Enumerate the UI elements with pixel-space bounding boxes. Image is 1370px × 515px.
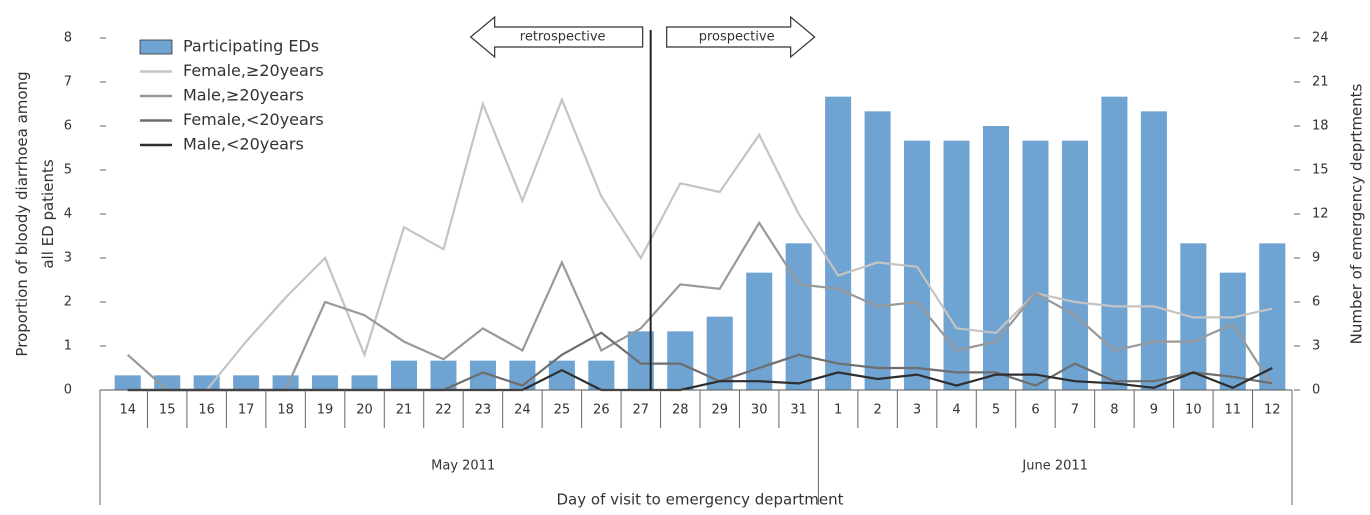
bar (1259, 243, 1286, 390)
bar (272, 375, 299, 390)
x-tick-label: 28 (672, 403, 689, 418)
bar (312, 375, 339, 390)
bar (746, 272, 773, 390)
x-tick-label: 23 (475, 403, 492, 418)
bar (982, 126, 1010, 390)
x-group-label: June 2011 (1021, 459, 1088, 474)
y2-tick-label: 15 (1312, 163, 1329, 178)
y-tick-label: 1 (64, 339, 72, 354)
legend-label: Male,≥20years (183, 86, 304, 105)
y-title: Proportion of bloody diarrhoea among all … (13, 71, 57, 356)
legend-label: Participating EDs (183, 37, 319, 56)
y-tick-label: 3 (64, 251, 72, 266)
x-tick-label: 25 (554, 403, 571, 418)
x-tick-label: 15 (159, 403, 176, 418)
bar (233, 375, 260, 390)
bar (1219, 272, 1246, 390)
x-tick-label: 18 (277, 403, 294, 418)
bar (1022, 140, 1049, 390)
y2-tick-label: 0 (1312, 383, 1320, 398)
line-series (126, 220, 1274, 392)
x-tick-label: 20 (356, 403, 373, 418)
x-tick-label: 3 (913, 403, 921, 418)
x-tick-label: 4 (952, 403, 960, 418)
legend-label: Female,≥20years (183, 61, 324, 80)
arrow-right (666, 15, 816, 59)
bar (1140, 111, 1167, 390)
y2-tick-label: 9 (1312, 251, 1320, 266)
x-tick-label: 8 (1110, 403, 1118, 418)
x-tick-label: 11 (1225, 403, 1242, 418)
bar (627, 331, 654, 390)
bar (114, 375, 141, 390)
x-tick-label: 10 (1185, 403, 1202, 418)
x-tick-label: 5 (992, 403, 1000, 418)
legend-label: Male,<20years (183, 135, 304, 154)
annotation: retrospective (520, 30, 606, 45)
x-tick-label: 26 (593, 403, 610, 418)
bar (667, 331, 694, 390)
line-series (127, 96, 1273, 392)
x-tick-label: 27 (633, 403, 650, 418)
x-tick-label: 9 (1150, 403, 1158, 418)
x-tick-label: 21 (396, 403, 413, 418)
x-tick-label: 1 (834, 403, 842, 418)
x-tick-label: 29 (711, 403, 728, 418)
y2-tick-label: 24 (1312, 31, 1329, 46)
y2-tick-label: 3 (1312, 339, 1320, 354)
y2-tick-label: 6 (1312, 295, 1320, 310)
y2-tick-label: 12 (1312, 207, 1329, 222)
y-tick-label: 0 (64, 383, 72, 398)
y-tick-label: 6 (64, 119, 72, 134)
x-tick-label: 19 (317, 403, 334, 418)
y2-title: Number of emergency deprtments (1348, 83, 1366, 344)
bar (943, 140, 970, 390)
x-tick-label: 24 (514, 403, 531, 418)
x-tick-label: 31 (790, 403, 807, 418)
y-tick-label: 7 (64, 75, 72, 90)
bar (825, 96, 852, 391)
x-tick-label: 14 (119, 403, 136, 418)
y-tick-label: 8 (64, 31, 72, 46)
x-tick-label: 16 (198, 403, 215, 418)
x-tick-label: 17 (238, 403, 255, 418)
x-tick-label: 2 (873, 403, 881, 418)
y-tick-label: 5 (64, 163, 72, 178)
x-title: Day of visit to emergency department (557, 491, 844, 509)
bar (785, 243, 812, 390)
x-tick-label: 6 (1031, 403, 1039, 418)
bar (864, 111, 891, 390)
bar (1061, 140, 1088, 390)
bar (154, 375, 181, 390)
x-group-label: May 2011 (431, 459, 495, 474)
annotation: prospective (699, 30, 775, 45)
x-tick-label: 22 (435, 403, 452, 418)
legend-swatch (139, 39, 173, 55)
x-tick-label: 12 (1264, 403, 1281, 418)
y-tick-label: 2 (64, 295, 72, 310)
bar (1101, 96, 1128, 391)
y2-tick-label: 21 (1312, 75, 1329, 90)
bar (390, 360, 418, 390)
x-tick-label: 30 (751, 403, 768, 418)
arrow-left (469, 15, 644, 59)
y-tick-label: 4 (64, 207, 72, 222)
bar (351, 375, 378, 390)
y2-tick-label: 18 (1312, 119, 1329, 134)
legend-label: Female,<20years (183, 110, 324, 129)
x-tick-label: 7 (1071, 403, 1079, 418)
bar (193, 375, 220, 390)
